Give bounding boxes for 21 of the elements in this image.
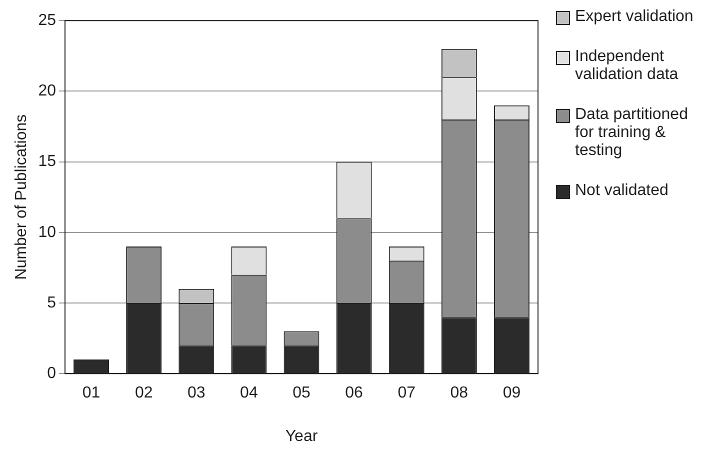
legend-label: Expert validation: [575, 8, 694, 26]
x-axis-title: Year: [285, 428, 318, 445]
x-tick-label: 02: [134, 384, 153, 402]
x-tick-label: 08: [450, 384, 468, 402]
y-axis-title: Number of Publications: [13, 114, 30, 280]
y-tick-label: 15: [38, 153, 56, 170]
x-tick-label: 06: [345, 384, 364, 402]
x-tick-label: 04: [240, 384, 258, 402]
x-tick-label: 09: [502, 384, 521, 402]
y-tick-label: 10: [38, 224, 56, 241]
legend-label: Not validated: [575, 182, 668, 200]
y-tick-label: 5: [47, 294, 56, 312]
x-tick-label: 01: [82, 384, 100, 402]
y-tick-label: 20: [38, 82, 56, 100]
y-tick-label: 0: [47, 365, 56, 382]
x-tick-label: 07: [398, 384, 416, 402]
legend-label: Data partitioned for training & testing: [575, 106, 689, 160]
x-tick-label: 03: [187, 384, 206, 402]
x-tick-label: 05: [292, 384, 310, 402]
legend-label: Independent validation data: [575, 48, 680, 84]
y-tick-label: 25: [38, 12, 56, 30]
